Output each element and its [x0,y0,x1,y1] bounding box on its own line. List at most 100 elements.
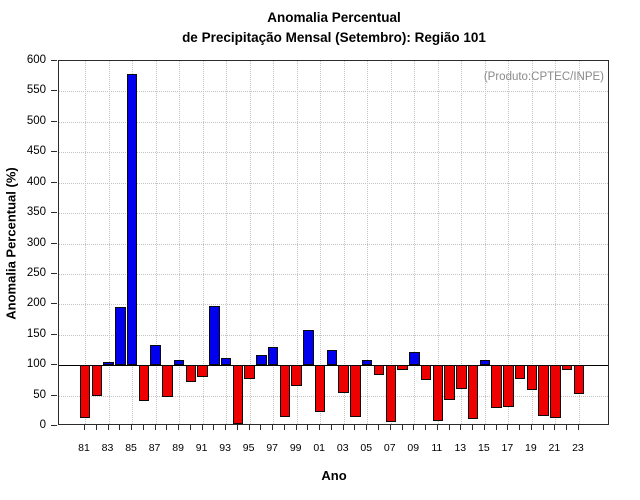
plot-area [58,60,609,425]
gridline-h-500 [59,121,608,123]
x-tick-2018 [519,425,521,430]
gridline-v-2019 [531,61,533,424]
bar-2010 [420,365,432,380]
y-tick-100 [51,364,57,366]
gridline-v-1981 [85,61,86,424]
baseline-100 [59,365,608,367]
gridline-v-2009 [414,61,416,424]
bar-1981 [79,365,91,419]
y-tick-600 [51,60,57,61]
y-tick-label-450: 450 [26,145,46,158]
bar-2003 [338,365,349,393]
x-tick-2019 [530,425,532,430]
bar-1992 [209,306,220,366]
gridline-v-2023 [578,61,580,424]
x-tick-label-2011: 11 [431,442,443,454]
gridline-v-1983 [108,61,110,424]
x-tick-2014 [472,425,474,430]
gridline-h-350 [59,213,608,215]
y-tick-label-50: 50 [33,388,46,401]
x-tick-2001 [319,425,321,430]
bar-2016 [491,365,502,408]
y-tick-label-150: 150 [26,327,46,340]
x-tick-1997 [272,425,274,430]
bar-1987 [150,345,161,366]
x-tick-2012 [448,425,450,430]
bar-2013 [456,365,467,390]
y-tick-label-500: 500 [26,114,46,127]
gridline-v-1987 [155,61,157,424]
x-tick-1998 [283,425,285,430]
bar-2021 [550,365,561,419]
bar-1998 [279,365,291,417]
x-tick-1981 [84,425,85,430]
x-tick-1990 [189,425,191,430]
x-tick-2022 [566,425,568,430]
x-tick-1986 [142,425,144,430]
x-tick-2023 [577,425,579,430]
x-tick-label-2023: 23 [572,442,584,454]
x-tick-label-1999: 99 [289,442,302,454]
bar-1983 [103,361,114,366]
x-tick-label-2009: 09 [407,442,420,454]
gridline-v-2017 [508,61,510,424]
y-tick-label-400: 400 [26,175,46,188]
bar-1985 [126,74,138,366]
x-tick-1985 [131,425,133,430]
bar-1982 [91,365,102,396]
x-tick-2003 [342,425,344,430]
bar-2020 [538,365,549,416]
gridline-h-150 [59,334,608,336]
y-tick-450 [51,151,57,153]
gridline-h-250 [59,273,608,275]
y-tick-150 [51,333,57,335]
gridline-v-1997 [273,61,275,424]
y-tick-label-600: 600 [26,54,46,66]
y-tick-50 [51,394,57,396]
y-tick-label-550: 550 [26,84,46,97]
x-tick-2004 [354,425,356,430]
bar-2019 [526,365,538,391]
bar-2002 [326,349,338,366]
gridline-h-400 [59,182,608,184]
x-tick-label-1997: 97 [266,442,278,454]
x-tick-1987 [154,425,156,430]
gridline-h-50 [59,395,608,397]
bar-2009 [409,351,420,366]
x-tick-label-2015: 15 [477,442,490,454]
x-tick-label-2017: 17 [501,442,514,454]
x-tick-1999 [295,425,297,430]
bar-1991 [197,365,208,378]
y-tick-350 [51,212,57,214]
gridline-v-2003 [343,61,345,424]
gridline-v-1989 [179,61,181,424]
x-tick-1996 [260,425,262,430]
x-tick-label-1983: 83 [101,442,114,454]
bar-2006 [373,365,385,376]
x-tick-2005 [366,425,368,430]
y-tick-label-350: 350 [26,206,46,219]
x-tick-2010 [425,425,427,430]
bar-1997 [267,346,279,366]
bar-1990 [185,365,197,382]
x-tick-label-2005: 05 [360,442,373,454]
x-tick-label-2003: 03 [336,442,349,454]
bar-2004 [350,365,361,418]
x-tick-2002 [330,425,332,430]
x-tick-label-1981: 81 [78,442,90,454]
x-tick-2000 [307,425,309,430]
bar-2000 [303,329,314,366]
x-tick-2015 [483,425,485,430]
x-tick-1991 [201,425,203,430]
x-tick-label-2021: 21 [548,442,561,454]
gridline-v-1995 [249,61,251,424]
y-tick-500 [51,120,57,122]
y-tick-label-300: 300 [26,236,46,249]
y-tick-label-0: 0 [39,419,46,431]
x-tick-2007 [389,425,391,430]
x-tick-1982 [95,425,97,430]
x-tick-label-2007: 07 [383,442,396,454]
bar-2014 [467,365,479,419]
x-tick-2017 [507,425,509,430]
x-tick-2021 [554,425,556,430]
